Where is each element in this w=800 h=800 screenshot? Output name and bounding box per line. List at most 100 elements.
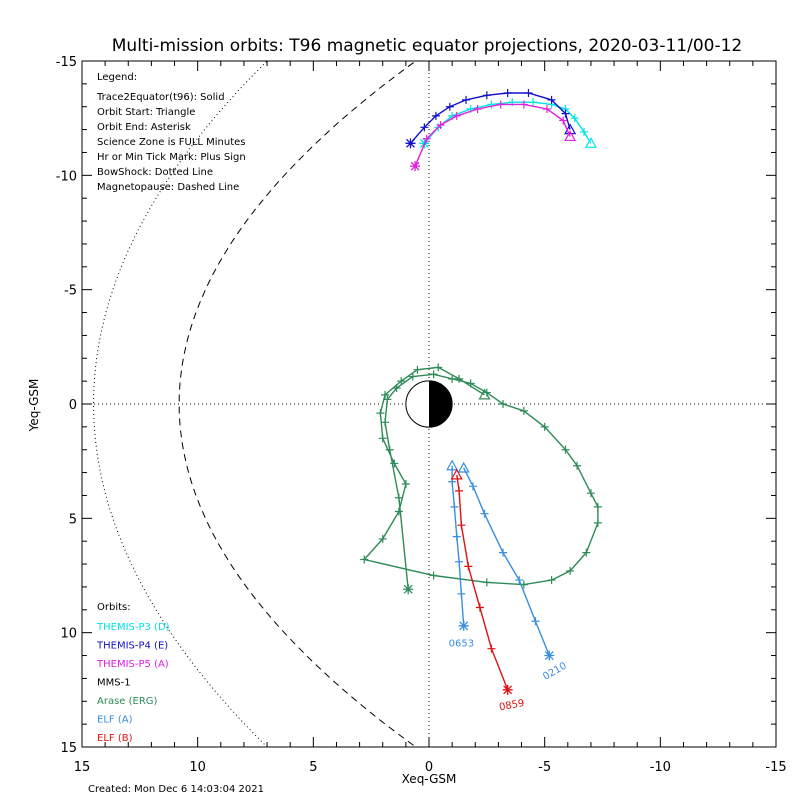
- tick-plus-marker: [378, 434, 387, 443]
- tick-plus-marker: [466, 379, 475, 388]
- tick-plus-marker: [579, 127, 588, 136]
- y-tick-label: 15: [60, 741, 77, 756]
- orbit-themis_p5: [410, 100, 577, 172]
- orbit-elf_a: [446, 459, 555, 661]
- x-tick-label: 15: [74, 760, 91, 775]
- tick-plus-marker: [397, 377, 406, 386]
- tick-plus-marker: [561, 109, 570, 118]
- y-tick-label: -5: [64, 284, 77, 299]
- tick-plus-marker: [378, 534, 387, 543]
- tick-plus-marker: [464, 562, 473, 571]
- tick-plus-marker: [566, 566, 575, 575]
- orbit-start-marker: [446, 459, 459, 471]
- orbit-track: [414, 103, 571, 167]
- orbit-track: [423, 101, 592, 144]
- tick-plus-marker: [475, 603, 484, 612]
- orbit-legend-entry: THEMIS-P5 (A): [96, 659, 169, 670]
- tick-plus-marker: [376, 409, 385, 418]
- pass-time-label: 0210: [541, 661, 569, 683]
- legend-line: Magnetopause: Dashed Line: [97, 182, 239, 193]
- tick-plus-marker: [559, 116, 568, 125]
- tick-plus-marker: [529, 98, 538, 107]
- tick-plus-marker: [431, 111, 440, 120]
- orbit-arase: [360, 363, 602, 595]
- tick-plus-marker: [422, 134, 431, 143]
- tick-plus-marker: [420, 123, 429, 132]
- x-tick-label: -15: [765, 760, 786, 775]
- tick-plus-marker: [519, 406, 528, 415]
- y-tick-label: 5: [69, 512, 77, 527]
- tick-plus-marker: [582, 548, 591, 557]
- orbits-heading: Orbits:: [97, 602, 131, 613]
- y-axis-label: Yeq-GSM: [27, 379, 41, 433]
- tick-plus-marker: [540, 422, 549, 431]
- orbit-elf_b: [450, 468, 513, 695]
- tick-plus-marker: [390, 459, 399, 468]
- tick-plus-marker: [383, 395, 392, 404]
- x-tick-label: 0: [425, 760, 433, 775]
- pass-time-label: 0859: [498, 698, 525, 713]
- tick-plus-marker: [542, 105, 551, 114]
- tick-plus-marker: [436, 121, 445, 130]
- legend-line: Hr or Min Tick Mark: Plus Sign: [97, 152, 246, 163]
- pass-time-label: 0653: [449, 638, 474, 649]
- tick-plus-marker: [394, 493, 403, 502]
- orbit-end-marker: [403, 584, 414, 595]
- orbit-start-marker: [450, 468, 463, 480]
- tick-plus-marker: [482, 578, 491, 587]
- tick-plus-marker: [394, 507, 403, 516]
- orbit-track: [409, 92, 571, 144]
- tick-plus-marker: [593, 502, 602, 511]
- tick-plus-marker: [499, 548, 508, 557]
- tick-plus-marker: [452, 111, 461, 120]
- tick-plus-marker: [455, 557, 464, 566]
- x-axis: 15 10 5 0 -5 -10 -15: [74, 61, 787, 775]
- tick-plus-marker: [450, 502, 459, 511]
- tick-plus-marker: [515, 576, 524, 585]
- tick-plus-marker: [496, 100, 505, 109]
- created-stamp: Created: Mon Dec 6 14:03:04 2021: [88, 784, 264, 795]
- earth-night-side: [429, 380, 453, 428]
- legend-line: Orbit Start: Triangle: [97, 107, 195, 118]
- orbit-start-marker: [564, 130, 577, 142]
- legend: Legend: Trace2Equator(t96): Solid Orbit …: [96, 72, 246, 193]
- tick-plus-marker: [457, 589, 466, 598]
- tick-plus-marker: [408, 372, 417, 381]
- x-tick-label: 10: [189, 760, 206, 775]
- x-axis-label: Xeq-GSM: [402, 772, 457, 786]
- orbit-legend-entry: THEMIS-P4 (E): [96, 641, 168, 652]
- bow-shock-line: [93, 61, 268, 747]
- tick-plus-marker: [573, 461, 582, 470]
- y-tick-label: -10: [56, 169, 77, 184]
- tick-plus-marker: [381, 418, 390, 427]
- orbit-track: [451, 465, 465, 626]
- tick-plus-marker: [455, 374, 464, 383]
- tick-plus-marker: [381, 390, 390, 399]
- tick-plus-marker: [462, 95, 471, 104]
- tick-plus-marker: [586, 489, 595, 498]
- tick-plus-marker: [392, 383, 401, 392]
- tick-plus-marker: [487, 644, 496, 653]
- tick-plus-marker: [457, 521, 466, 530]
- orbit-end-marker: [502, 684, 513, 695]
- tick-plus-marker: [482, 91, 491, 100]
- tick-plus-marker: [473, 105, 482, 114]
- orbit-themis_p4: [405, 89, 577, 149]
- tick-plus-marker: [593, 518, 602, 527]
- orbit-end-marker: [458, 620, 469, 631]
- tick-plus-marker: [499, 400, 508, 408]
- orbit-end-marker: [544, 650, 555, 661]
- y-axis: -15 -10 -5 0 5 10 15: [56, 55, 776, 756]
- y-tick-label: 0: [69, 398, 77, 413]
- x-tick-label: -5: [538, 760, 551, 775]
- chart-title: Multi-mission orbits: T96 magnetic equat…: [112, 36, 743, 56]
- orbit-start-marker: [457, 461, 470, 473]
- tick-plus-marker: [445, 102, 454, 111]
- tick-plus-marker: [570, 114, 579, 123]
- orbit-end-marker: [405, 138, 416, 149]
- orbit-end-marker: [410, 161, 421, 172]
- orbit-legend-entry: ELF (A): [97, 715, 133, 726]
- tick-plus-marker: [455, 486, 464, 495]
- tick-plus-marker: [434, 363, 443, 372]
